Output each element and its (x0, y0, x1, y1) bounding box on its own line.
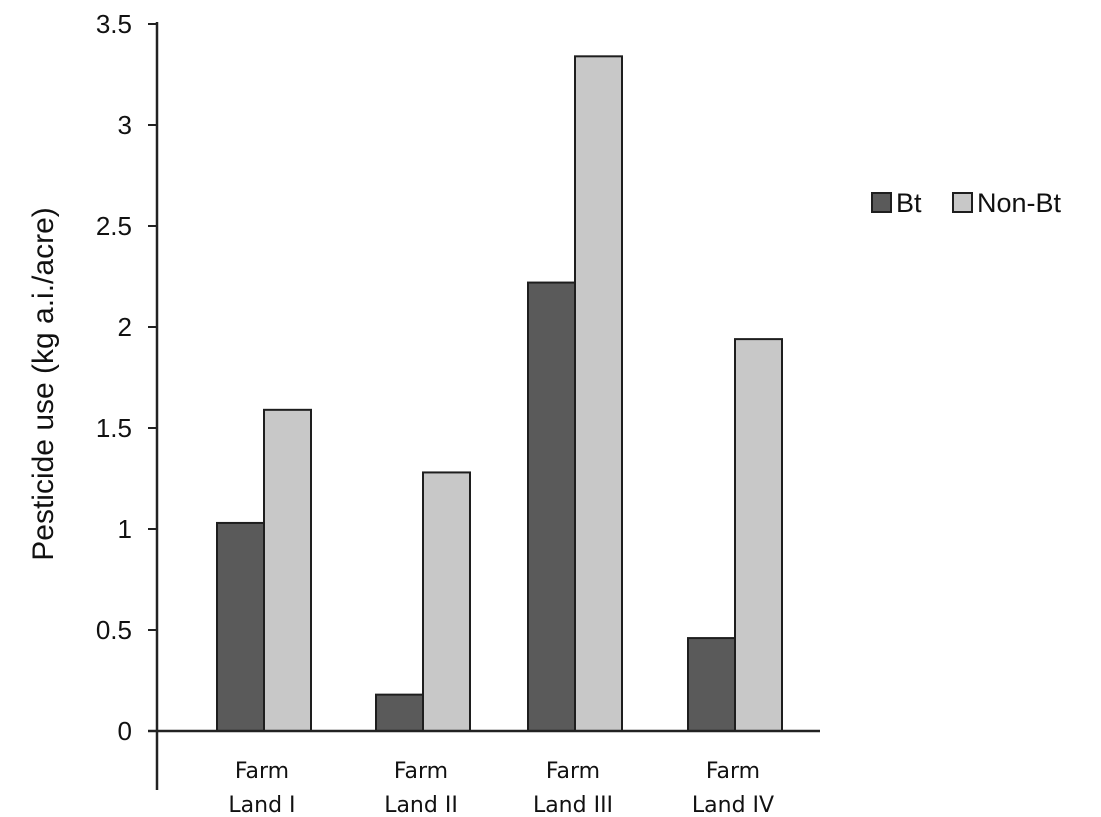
legend-swatch-non-bt (952, 192, 973, 213)
y-tick-label: 1 (118, 514, 132, 544)
x-category-label: Land III (533, 793, 613, 817)
y-tick-label: 0 (118, 716, 132, 746)
x-category-label: Land IV (692, 793, 774, 817)
y-tick-label: 2 (118, 312, 132, 342)
bar-non-bt-2 (422, 471, 471, 732)
legend: Bt Non-Bt (871, 188, 1062, 218)
axes-group (148, 22, 820, 790)
y-tick-label: 1.5 (96, 413, 132, 443)
x-category-label: Farm (394, 759, 448, 784)
x-category-label: Farm (235, 759, 289, 784)
y-tick-label: 0.5 (96, 615, 132, 645)
legend-swatch-bt (871, 192, 892, 213)
y-tick-label: 3.5 (96, 9, 132, 39)
legend-label: Bt (896, 188, 922, 218)
bar-non-bt-4 (734, 338, 783, 732)
legend-label: Non-Bt (977, 188, 1062, 218)
x-category-label: Land II (384, 793, 458, 817)
bar-bt-2 (375, 693, 424, 733)
bar-bt-1 (216, 521, 265, 732)
y-tick-label: 3 (118, 110, 132, 140)
y-tick-label: 2.5 (96, 211, 132, 241)
x-category-label: Farm (706, 759, 760, 784)
bar-non-bt-3 (574, 55, 623, 732)
y-axis-ticks: 0 0.5 1 1.5 2 2.5 3 3.5 (96, 9, 157, 746)
x-category-label: Land I (228, 793, 295, 817)
y-axis-title: Pesticide use (kg a.i./acre) (27, 207, 60, 560)
bar-bt-3 (527, 281, 576, 732)
bar-bt-4 (687, 637, 736, 733)
x-category-label: Farm (546, 759, 600, 784)
bars-group (216, 55, 783, 733)
bar-non-bt-1 (263, 408, 312, 732)
x-axis-category-labels: Farm Land I Farm Land II Farm Land III Farm Lan… (228, 759, 774, 817)
